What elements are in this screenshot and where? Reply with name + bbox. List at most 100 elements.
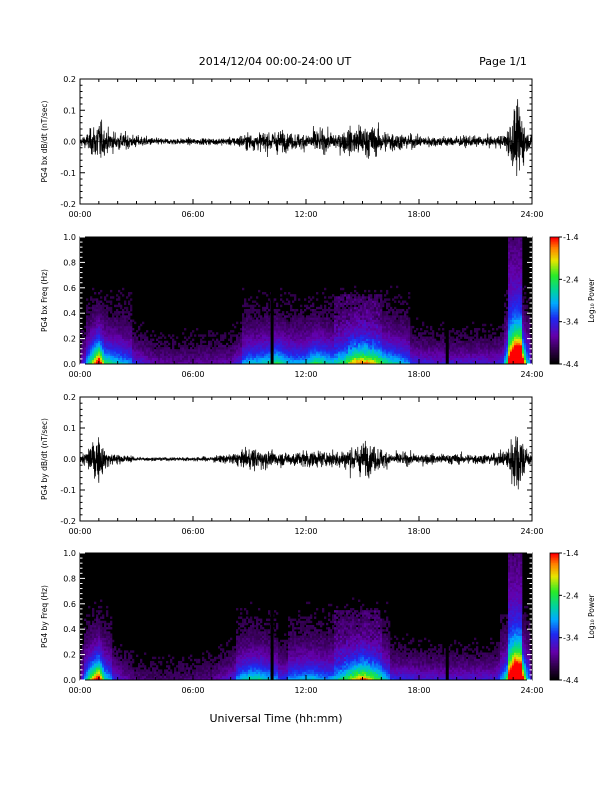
spectrogram-cell bbox=[126, 359, 129, 363]
spectrogram-cell bbox=[254, 321, 257, 325]
spectrogram-cell bbox=[92, 336, 95, 339]
spectrogram-cell bbox=[336, 344, 339, 348]
spectrogram-cell bbox=[320, 336, 323, 339]
spectrogram-cell bbox=[418, 338, 421, 342]
spectrogram-cell bbox=[244, 308, 247, 312]
spectrogram-cell bbox=[444, 353, 447, 356]
spectrogram-cell bbox=[338, 302, 341, 306]
spectrogram-cell bbox=[430, 355, 433, 358]
spectrogram-cell bbox=[396, 334, 399, 337]
spectrogram-cell bbox=[378, 349, 381, 352]
spectrogram-cell bbox=[412, 336, 415, 339]
spectrogram-cell bbox=[400, 321, 403, 325]
spectrogram-cell bbox=[354, 332, 357, 335]
spectrogram-cell bbox=[312, 304, 315, 308]
spectrogram-cell bbox=[226, 349, 229, 352]
spectrogram-cell bbox=[124, 359, 127, 363]
spectrogram-cell bbox=[516, 253, 519, 257]
spectrogram-cell bbox=[378, 313, 381, 316]
spectrogram-cell bbox=[314, 323, 317, 327]
spectrogram-cell bbox=[98, 319, 101, 322]
spectrogram-cell bbox=[346, 296, 349, 299]
spectrogram-cell bbox=[100, 317, 103, 320]
spectrogram-cell bbox=[324, 323, 327, 327]
spectrogram-cell bbox=[116, 319, 119, 322]
spectrogram-cell bbox=[458, 359, 461, 363]
spectrogram-cell bbox=[318, 330, 321, 333]
spectrogram-cell bbox=[94, 332, 97, 335]
spectrogram-cell bbox=[438, 357, 441, 361]
spectrogram-cell bbox=[404, 311, 407, 314]
spectrogram-cell bbox=[514, 330, 517, 333]
spectrogram-cell bbox=[426, 330, 429, 333]
spectrogram-cell bbox=[334, 340, 337, 344]
spectrogram-cell bbox=[212, 351, 215, 354]
spectrogram-cell bbox=[518, 275, 521, 278]
spectrogram-cell bbox=[160, 342, 163, 346]
spectrogram-cell bbox=[368, 342, 371, 346]
spectrogram-cell bbox=[426, 338, 429, 342]
spectrogram-cell bbox=[510, 277, 513, 280]
spectrogram-cell bbox=[282, 336, 285, 339]
spectrogram-cell bbox=[296, 340, 299, 344]
spectrogram-cell bbox=[322, 359, 325, 363]
spectrogram-cell bbox=[514, 308, 517, 312]
spectrogram-cell bbox=[406, 328, 409, 331]
spectrogram-cell bbox=[462, 355, 465, 358]
spectrogram-cell bbox=[106, 361, 109, 365]
spectrogram-cell bbox=[394, 306, 397, 310]
spectrogram-cell bbox=[308, 328, 311, 331]
spectrogram-cell bbox=[428, 349, 431, 352]
spectrogram-cell bbox=[358, 334, 361, 337]
spectrogram-cell bbox=[408, 340, 411, 344]
spectrogram-cell bbox=[366, 351, 369, 354]
spectrogram-cell bbox=[122, 344, 125, 348]
spectrogram-cell bbox=[350, 357, 353, 361]
spectrogram-cell bbox=[520, 353, 523, 356]
spectrogram-cell bbox=[430, 338, 433, 342]
spectrogram-cell bbox=[108, 349, 111, 352]
spectrogram-cell bbox=[258, 353, 261, 356]
spectrogram-cell bbox=[518, 351, 521, 354]
spectrogram-cell bbox=[428, 336, 431, 339]
spectrogram-cell bbox=[114, 355, 117, 358]
spectrogram-cell bbox=[294, 323, 297, 327]
spectrogram-cell bbox=[404, 328, 407, 331]
spectrogram-cell bbox=[406, 321, 409, 325]
spectrogram-cell bbox=[280, 315, 283, 318]
spectrogram-cell bbox=[134, 359, 137, 363]
spectrogram-cell bbox=[344, 302, 347, 306]
spectrogram-cell bbox=[374, 319, 377, 322]
spectrogram-cell bbox=[510, 308, 513, 312]
spectrogram-cell bbox=[492, 353, 495, 356]
spectrogram-cell bbox=[118, 349, 121, 352]
plot-area-2 bbox=[80, 237, 533, 365]
spectrogram-cell bbox=[166, 351, 169, 354]
spectrogram-cell bbox=[352, 353, 355, 356]
spectrogram-cell bbox=[384, 323, 387, 327]
spectrogram-cell bbox=[290, 361, 293, 365]
spectrogram-cell bbox=[94, 330, 97, 333]
spectrogram-cell bbox=[260, 338, 263, 342]
spectrogram-cell bbox=[360, 355, 363, 358]
spectrogram-cell bbox=[282, 323, 285, 327]
spectrogram-cell bbox=[188, 357, 191, 361]
spectrogram-cell bbox=[234, 357, 237, 361]
spectrogram-cell bbox=[264, 292, 267, 295]
spectrogram-cell bbox=[350, 302, 353, 306]
spectrogram-cell bbox=[420, 334, 423, 337]
spectrogram-cell bbox=[114, 319, 117, 322]
spectrogram-cell bbox=[306, 359, 309, 363]
spectrogram-cell bbox=[332, 323, 335, 327]
spectrogram-cell bbox=[502, 336, 505, 339]
spectrogram-cell bbox=[368, 330, 371, 333]
spectrogram-cell bbox=[294, 308, 297, 312]
spectrogram-cell bbox=[82, 340, 85, 344]
spectrogram-cell bbox=[400, 361, 403, 365]
spectrogram-cell bbox=[516, 317, 519, 320]
spectrogram-cell bbox=[512, 275, 515, 278]
spectrogram-cell bbox=[152, 357, 155, 361]
spectrogram-cell bbox=[464, 359, 467, 363]
spectrogram-cell bbox=[366, 315, 369, 318]
spectrogram-cell bbox=[348, 338, 351, 342]
